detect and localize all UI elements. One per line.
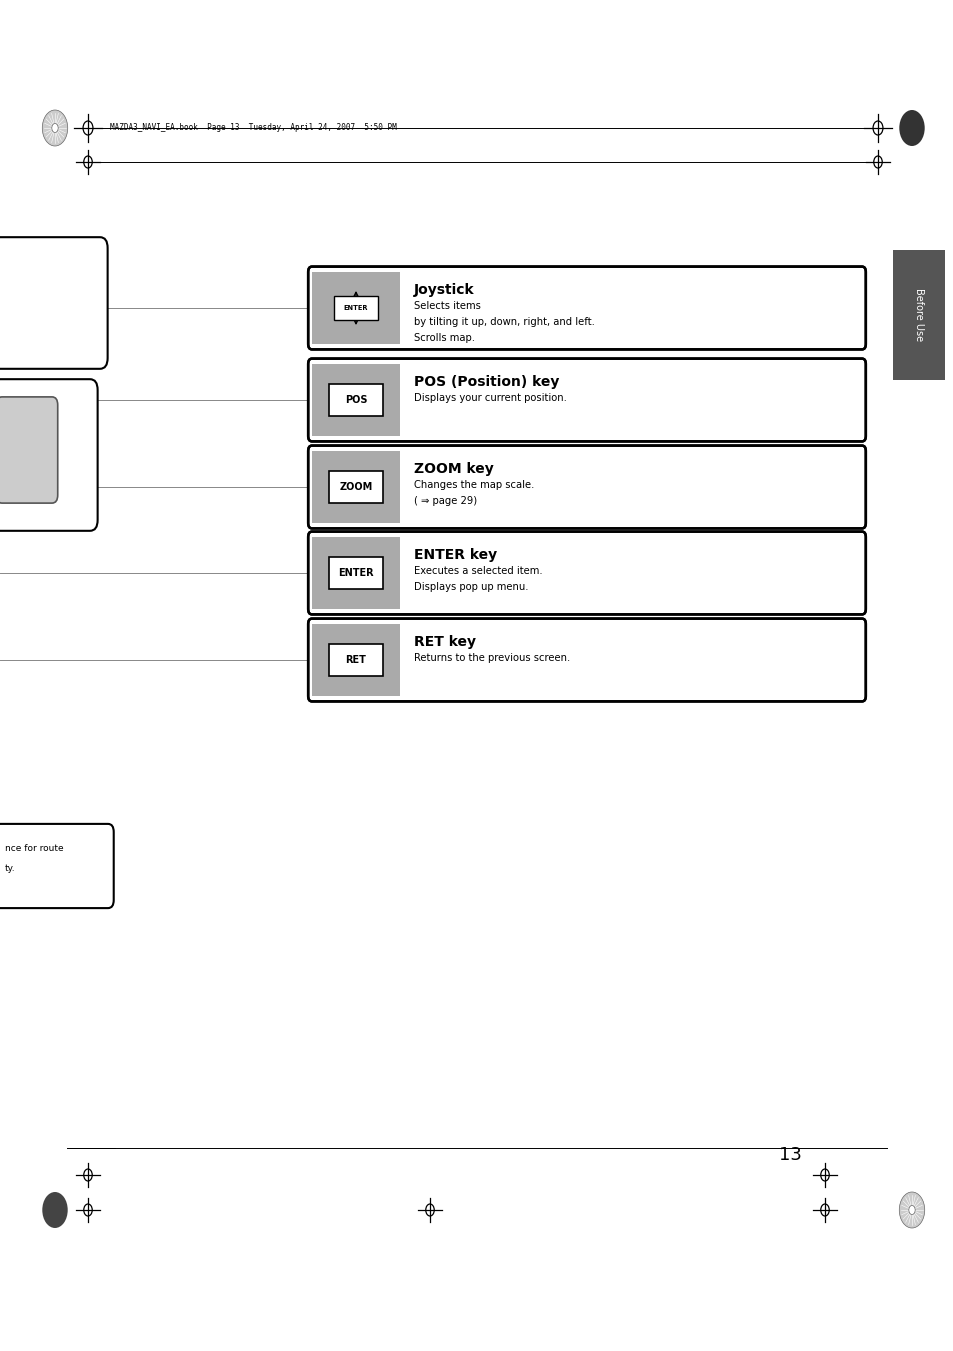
Circle shape [51,123,58,132]
Circle shape [42,1192,68,1228]
Text: Displays pop up menu.: Displays pop up menu. [414,582,528,592]
FancyBboxPatch shape [308,446,865,528]
Text: RET key: RET key [414,635,476,648]
Circle shape [899,1192,923,1228]
Text: Changes the map scale.: Changes the map scale. [414,480,534,490]
FancyBboxPatch shape [0,397,58,503]
Text: Displays your current position.: Displays your current position. [414,393,566,403]
FancyBboxPatch shape [0,380,97,531]
FancyBboxPatch shape [308,531,865,615]
Text: POS (Position) key: POS (Position) key [414,376,558,389]
FancyBboxPatch shape [312,536,399,609]
FancyBboxPatch shape [312,363,399,436]
Text: ZOOM: ZOOM [339,482,373,492]
Text: RET: RET [345,655,366,665]
FancyBboxPatch shape [308,266,865,350]
Text: Joystick: Joystick [414,282,475,297]
Text: Executes a selected item.: Executes a selected item. [414,566,542,576]
Text: Before Use: Before Use [913,288,923,342]
FancyBboxPatch shape [329,471,382,503]
FancyBboxPatch shape [312,624,399,696]
FancyBboxPatch shape [334,296,377,320]
Text: Returns to the previous screen.: Returns to the previous screen. [414,653,570,663]
Circle shape [42,109,68,146]
Text: nce for route: nce for route [5,844,64,852]
Text: ENTER key: ENTER key [414,549,497,562]
Text: ZOOM key: ZOOM key [414,462,494,476]
Text: ENTER: ENTER [343,305,368,311]
FancyBboxPatch shape [329,644,382,676]
FancyBboxPatch shape [0,824,113,908]
Text: ty.: ty. [5,865,15,873]
Text: Selects items: Selects items [414,301,480,311]
Text: ENTER: ENTER [337,567,374,578]
FancyBboxPatch shape [329,384,382,416]
FancyBboxPatch shape [312,451,399,523]
FancyBboxPatch shape [308,358,865,442]
Text: ( ⇒ page 29): ( ⇒ page 29) [414,496,476,507]
FancyBboxPatch shape [329,558,382,589]
Text: MAZDA3_NAVI_EA.book  Page 13  Tuesday, April 24, 2007  5:50 PM: MAZDA3_NAVI_EA.book Page 13 Tuesday, Apr… [110,123,396,132]
Circle shape [908,1205,914,1215]
Text: by tilting it up, down, right, and left.: by tilting it up, down, right, and left. [414,317,595,327]
FancyBboxPatch shape [308,619,865,701]
FancyBboxPatch shape [0,238,108,369]
Text: Scrolls map.: Scrolls map. [414,332,475,343]
Circle shape [899,109,923,146]
Text: POS: POS [344,394,367,405]
Text: 13: 13 [778,1146,801,1165]
FancyBboxPatch shape [312,272,399,345]
FancyBboxPatch shape [892,250,944,380]
